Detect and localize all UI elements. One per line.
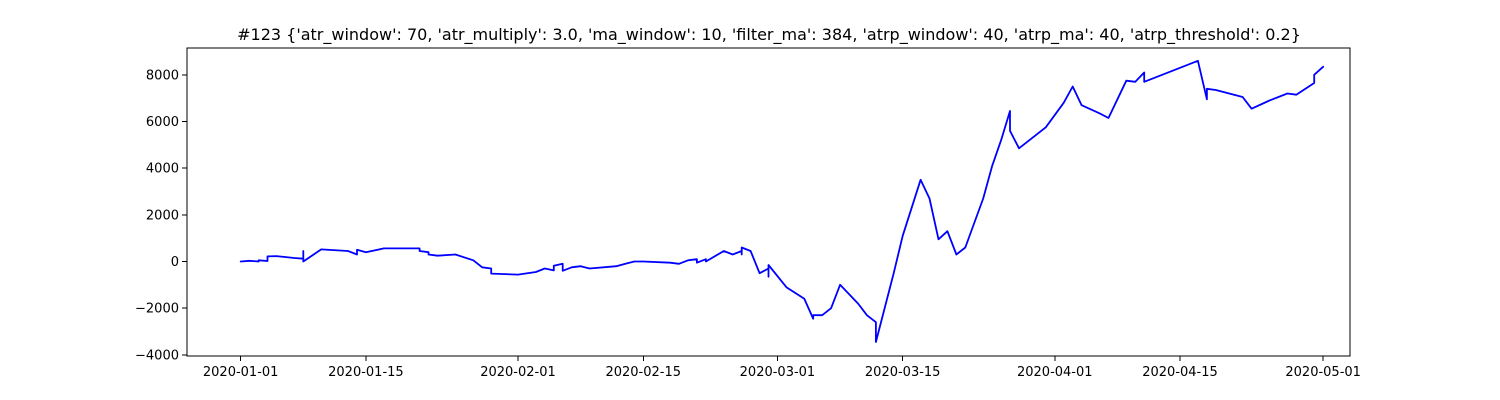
x-tick-label: 2020-03-15 [865, 365, 941, 380]
y-axis: −4000 −2000 0 2000 4000 6000 8000 [135, 68, 187, 363]
y-tick-label: 6000 [146, 115, 179, 130]
x-tick-label: 2020-02-15 [605, 365, 681, 380]
x-tick-label: 2020-04-15 [1142, 365, 1218, 380]
x-tick-label: 2020-02-01 [480, 365, 556, 380]
y-tick-label: 8000 [146, 68, 179, 83]
x-tick-label: 2020-04-01 [1017, 365, 1093, 380]
x-tick-label: 2020-05-01 [1285, 365, 1361, 380]
x-tick-label: 2020-01-01 [203, 365, 279, 380]
chart-title: #123 {'atr_window': 70, 'atr_multiply': … [237, 25, 1301, 45]
y-tick-label: 2000 [146, 208, 179, 223]
x-tick-label: 2020-03-01 [740, 365, 816, 380]
x-tick-label: 2020-01-15 [328, 365, 404, 380]
y-tick-label: 0 [171, 255, 179, 270]
series-line [239, 59, 1325, 343]
y-tick-label: −4000 [135, 348, 179, 363]
y-tick-label: 4000 [146, 162, 179, 177]
plot-frame [186, 47, 1351, 357]
y-tick-label: −2000 [135, 302, 179, 317]
x-axis: 2020-01-01 2020-01-15 2020-02-01 2020-02-15… [203, 356, 1361, 380]
